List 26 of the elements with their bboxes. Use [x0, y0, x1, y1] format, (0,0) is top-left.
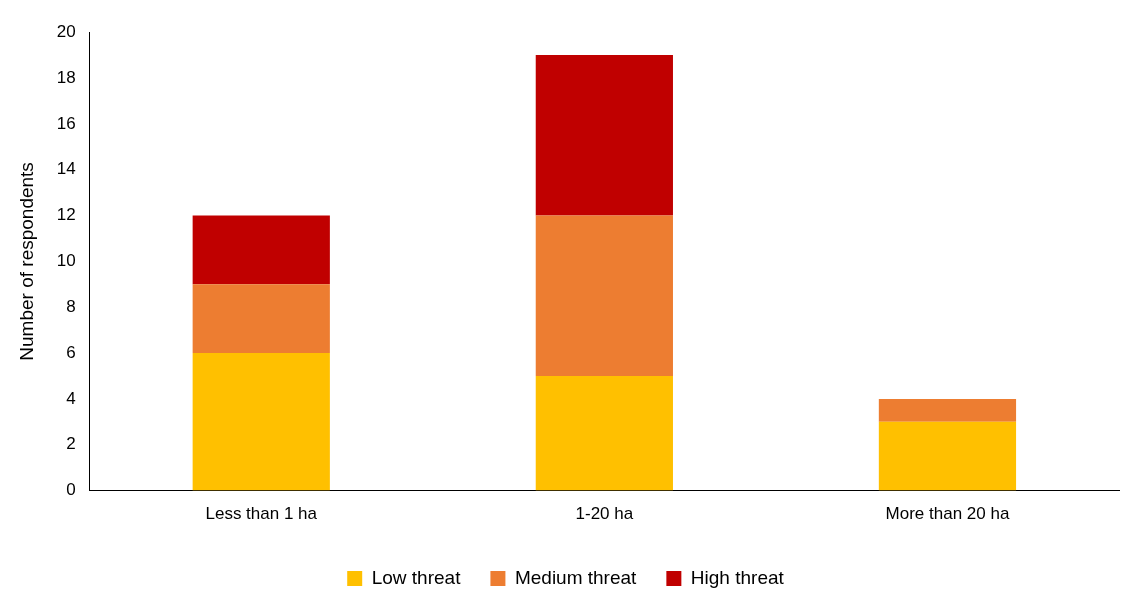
bar	[192, 353, 330, 491]
bar	[535, 55, 673, 216]
bar	[878, 421, 1017, 491]
y-tick-label: 14	[56, 159, 76, 179]
x-tick-label: 1-20 ha	[575, 504, 634, 524]
y-axis-title: Number of respondents	[15, 162, 37, 361]
legend-label: High threat	[690, 566, 785, 588]
y-tick-label: 6	[66, 342, 76, 362]
y-tick-label: 0	[66, 480, 76, 500]
y-tick-label: 20	[56, 21, 76, 41]
y-tick-label: 8	[66, 296, 76, 316]
x-tick-label: More than 20 ha	[885, 504, 1010, 524]
bar	[192, 284, 330, 354]
x-tick-label: Less than 1 ha	[205, 504, 318, 524]
y-tick-label: 2	[66, 434, 76, 454]
bar	[878, 398, 1017, 422]
y-tick-label: 10	[56, 251, 76, 271]
bar	[535, 215, 673, 376]
y-tick-label: 12	[56, 205, 76, 225]
y-tick-label: 4	[66, 388, 76, 408]
legend-label: Low threat	[371, 566, 462, 588]
y-tick-label: 18	[56, 67, 76, 87]
legend-label: Medium threat	[514, 566, 638, 588]
bar	[192, 215, 330, 285]
bar	[535, 376, 673, 491]
y-tick-label: 16	[56, 113, 76, 133]
